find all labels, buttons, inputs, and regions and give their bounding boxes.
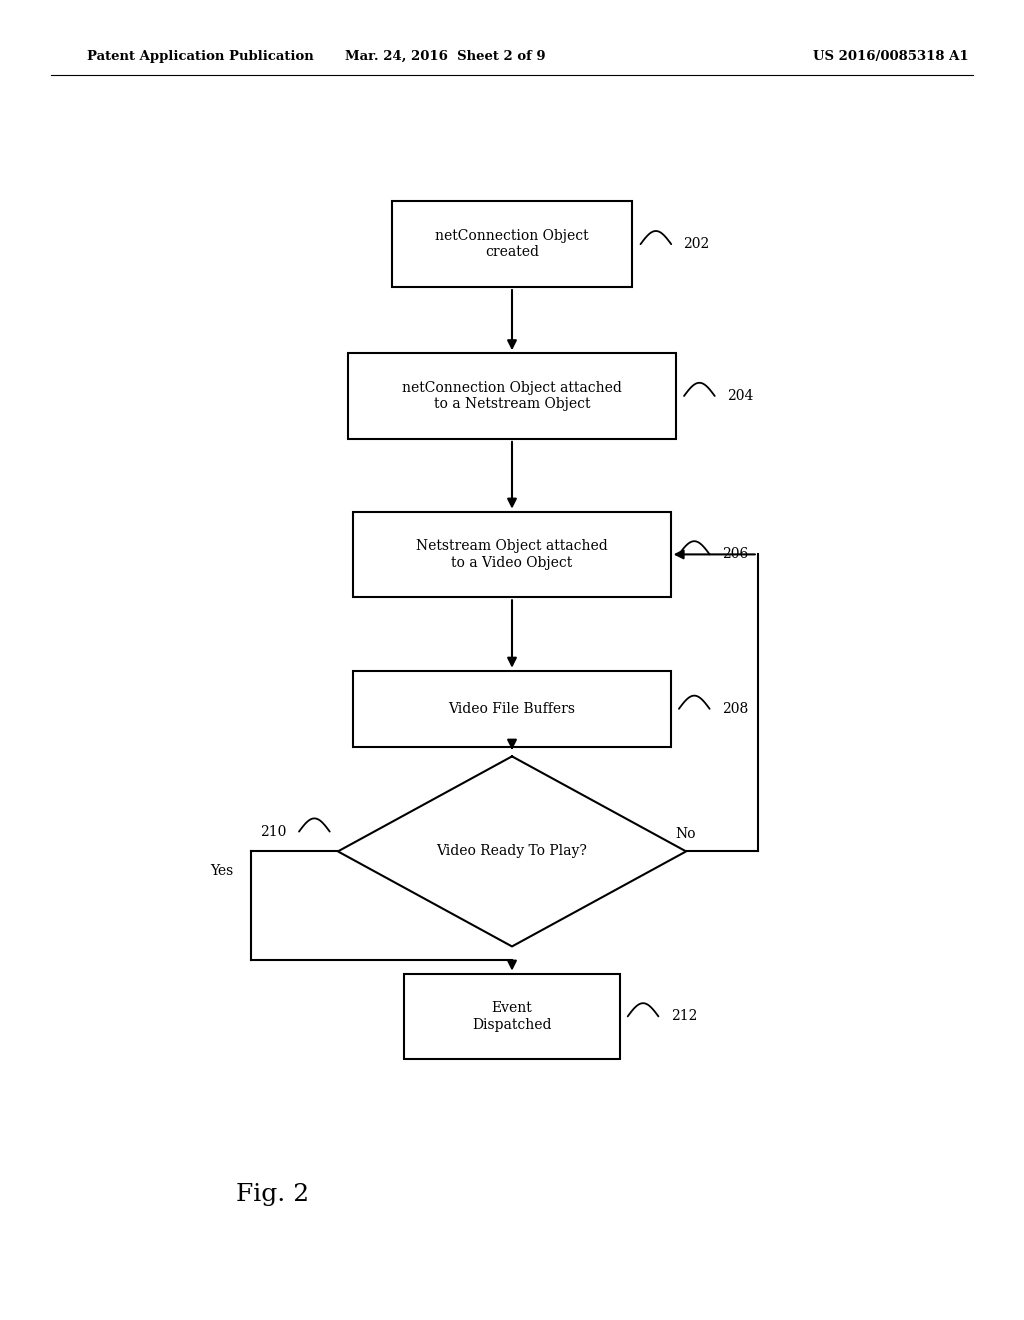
Text: 204: 204: [727, 389, 754, 403]
Bar: [348, 354, 676, 438]
Text: Patent Application Publication: Patent Application Publication: [87, 50, 313, 63]
Text: Mar. 24, 2016  Sheet 2 of 9: Mar. 24, 2016 Sheet 2 of 9: [345, 50, 546, 63]
Text: No: No: [676, 828, 696, 841]
Text: 212: 212: [671, 1010, 697, 1023]
Text: 202: 202: [684, 238, 710, 251]
Text: Video File Buffers: Video File Buffers: [449, 702, 575, 715]
Text: Yes: Yes: [210, 865, 233, 878]
Text: Netstream Object attached
to a Video Object: Netstream Object attached to a Video Obj…: [416, 540, 608, 569]
Text: 210: 210: [260, 825, 287, 838]
Text: 206: 206: [722, 548, 749, 561]
Text: netConnection Object
created: netConnection Object created: [435, 230, 589, 259]
Polygon shape: [338, 756, 686, 946]
Text: US 2016/0085318 A1: US 2016/0085318 A1: [813, 50, 969, 63]
Text: Fig. 2: Fig. 2: [236, 1183, 308, 1206]
Text: Video Ready To Play?: Video Ready To Play?: [436, 845, 588, 858]
Bar: [404, 974, 620, 1059]
Text: 208: 208: [722, 702, 749, 715]
Text: Event
Dispatched: Event Dispatched: [472, 1002, 552, 1031]
Text: netConnection Object attached
to a Netstream Object: netConnection Object attached to a Netst…: [402, 381, 622, 411]
Bar: [391, 202, 632, 288]
Bar: [353, 511, 671, 597]
Bar: [353, 671, 671, 747]
